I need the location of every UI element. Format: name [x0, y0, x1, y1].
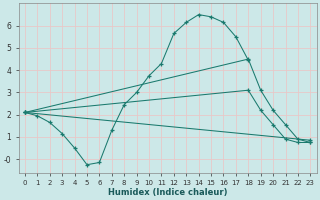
- X-axis label: Humidex (Indice chaleur): Humidex (Indice chaleur): [108, 188, 228, 197]
